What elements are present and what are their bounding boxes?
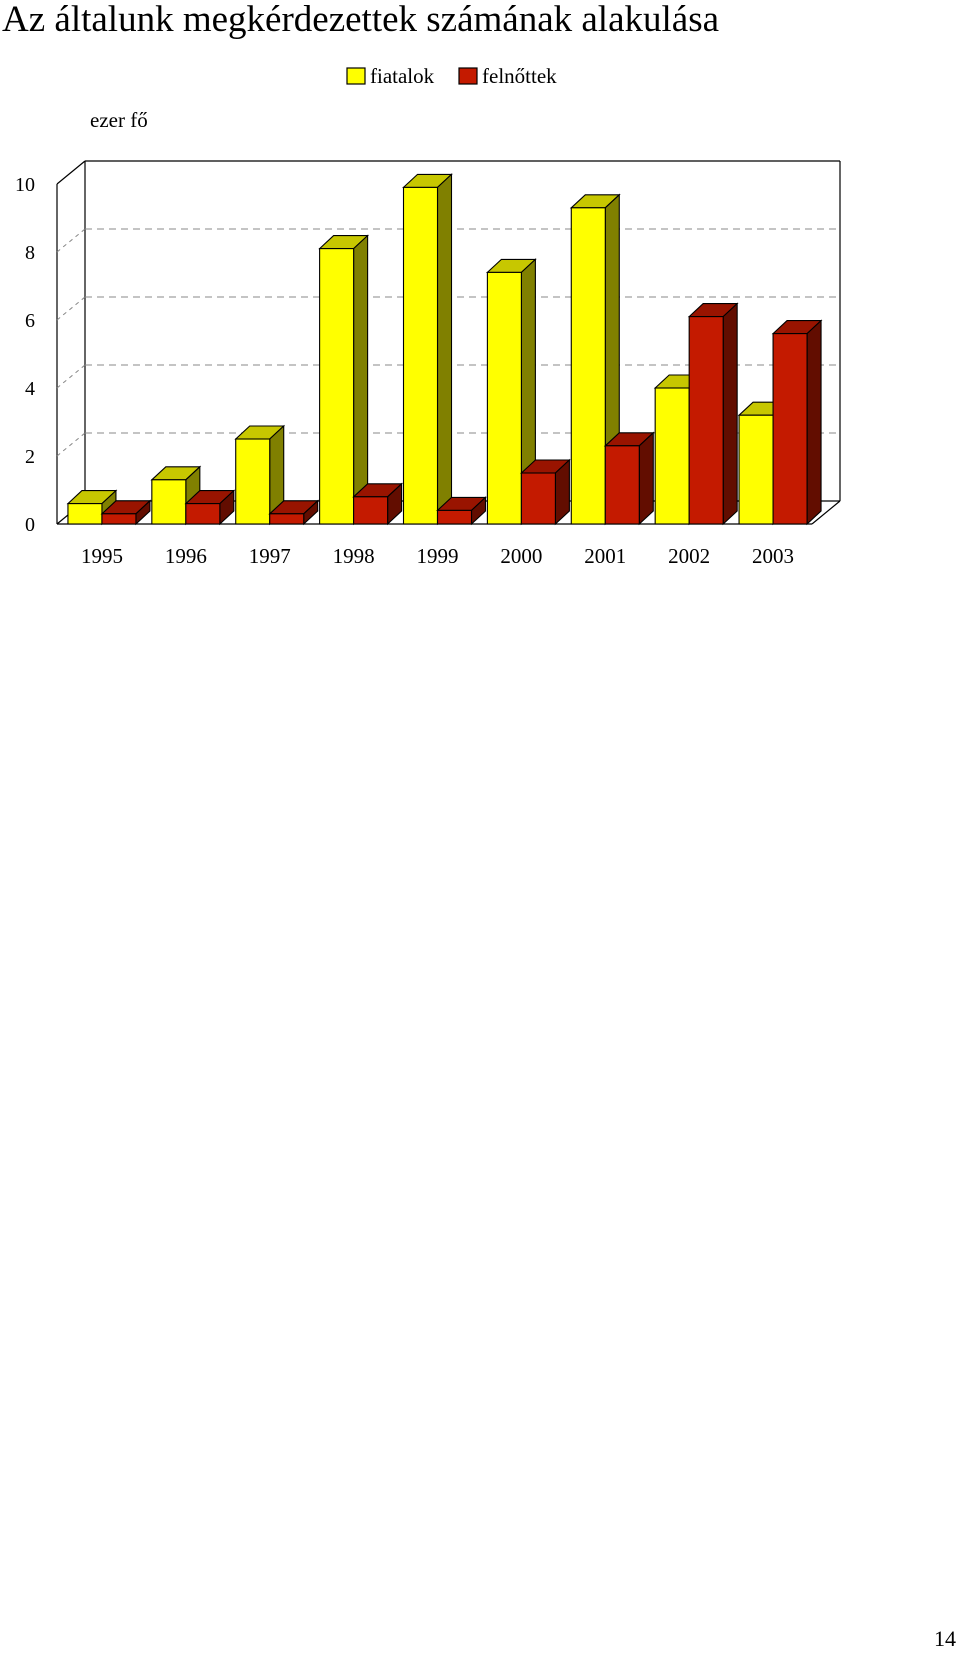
gridline-side bbox=[56, 432, 86, 457]
y-tick-label: 0 bbox=[25, 514, 35, 536]
x-tick-label: 1995 bbox=[81, 544, 123, 568]
x-tick-label: 2003 bbox=[752, 544, 794, 568]
bar-felnottek-2000 bbox=[519, 458, 571, 526]
bar-felnottek-2002 bbox=[687, 302, 739, 526]
y-tick-label: 6 bbox=[25, 310, 35, 332]
bar-fiatalok-1998 bbox=[318, 234, 370, 526]
gridline-side bbox=[56, 296, 86, 321]
bar-fiatalok-1999 bbox=[402, 173, 453, 526]
y-axis-ticks: 0 2 4 6 8 10 bbox=[15, 174, 35, 536]
bar-fiatalok-2000 bbox=[485, 258, 537, 526]
bars bbox=[66, 173, 823, 526]
x-tick-label: 2002 bbox=[668, 544, 710, 568]
side-wall-top-edge bbox=[56, 160, 86, 185]
legend: fiatalok felnőttek bbox=[346, 64, 557, 88]
page-number: 14 bbox=[934, 1626, 956, 1651]
y-tick-label: 2 bbox=[25, 446, 35, 468]
legend-swatch-fiatalok bbox=[346, 67, 366, 85]
x-tick-label: 1996 bbox=[165, 544, 207, 568]
legend-label-fiatalok: fiatalok bbox=[370, 64, 435, 88]
legend-label-felnottek: felnőttek bbox=[482, 64, 557, 88]
bar-felnottek-1999 bbox=[436, 496, 487, 526]
bar-felnottek-2003 bbox=[771, 319, 823, 526]
x-tick-label: 1999 bbox=[417, 544, 459, 568]
y-axis-title: ezer fő bbox=[90, 108, 148, 132]
bar-fiatalok-1995 bbox=[66, 489, 118, 526]
x-tick-label: 2000 bbox=[500, 544, 542, 568]
x-tick-label: 2001 bbox=[584, 544, 626, 568]
bar-felnottek-1998 bbox=[352, 482, 404, 526]
page-title: Az általunk megkérdezettek számának alak… bbox=[2, 0, 720, 40]
bar-felnottek-1995 bbox=[100, 499, 152, 526]
floor-right-edge bbox=[811, 500, 841, 525]
gridline-side bbox=[56, 228, 86, 253]
bar-felnottek-2001 bbox=[603, 431, 655, 526]
x-tick-label: 1997 bbox=[249, 544, 291, 568]
y-tick-label: 4 bbox=[25, 378, 35, 400]
gridline-side bbox=[56, 364, 86, 389]
bar-felnottek-1996 bbox=[184, 489, 236, 526]
x-tick-label: 1998 bbox=[333, 544, 375, 568]
legend-swatch-felnottek bbox=[458, 67, 478, 85]
y-tick-label: 8 bbox=[25, 242, 35, 264]
y-tick-label: 10 bbox=[15, 174, 35, 196]
bar-felnottek-1997 bbox=[268, 499, 320, 526]
x-axis-ticks: 1995 1996 1997 1998 1999 2000 2001 2002 2003 bbox=[81, 544, 794, 568]
